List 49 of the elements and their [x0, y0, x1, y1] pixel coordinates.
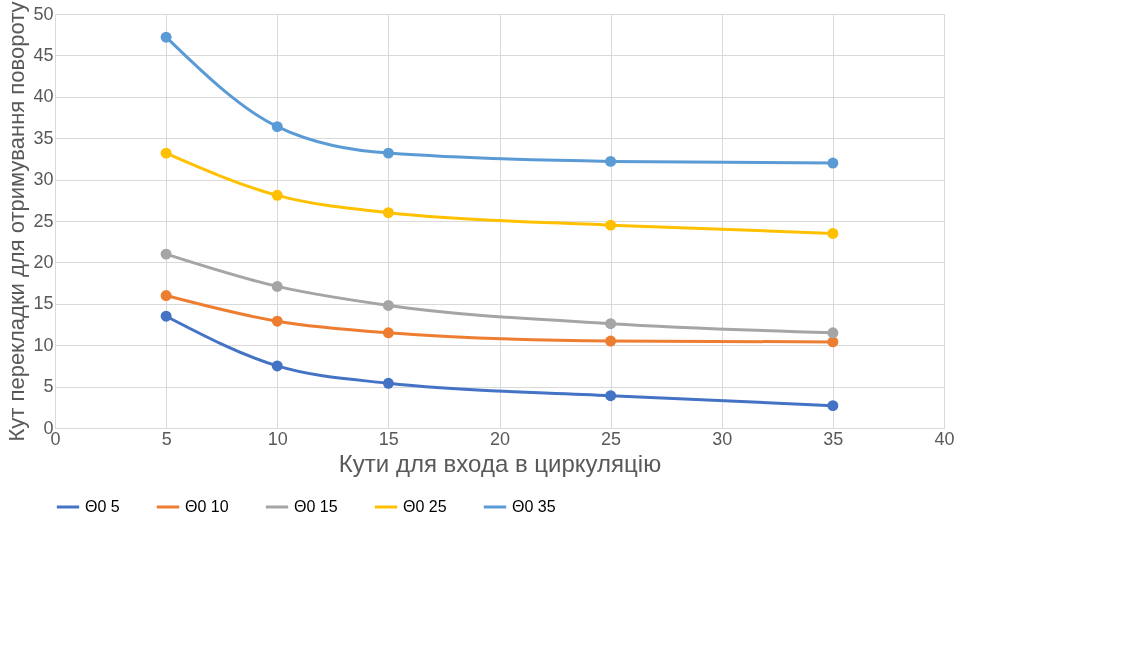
point — [382, 377, 394, 389]
y-tick-label: 15 — [33, 293, 54, 314]
x-axis-title: Кути для входа в циркуляцію — [338, 449, 662, 477]
y-tick-label: 35 — [33, 127, 54, 148]
point — [271, 360, 283, 372]
y-tick-label: 10 — [33, 334, 54, 355]
point — [271, 315, 283, 327]
x-tick-label: 5 — [161, 428, 172, 449]
point — [827, 157, 839, 169]
y-tick-label: 45 — [33, 44, 54, 65]
point — [382, 299, 394, 311]
y-tick-label: 30 — [33, 169, 54, 190]
x-tick-label: 35 — [823, 428, 844, 449]
point — [382, 147, 394, 159]
x-tick-label: 10 — [267, 428, 288, 449]
point — [605, 390, 617, 402]
point — [605, 155, 617, 167]
point — [160, 248, 172, 260]
y-tick-label: 50 — [33, 3, 54, 24]
x-tick-label: 15 — [378, 428, 399, 449]
point — [271, 189, 283, 201]
point — [160, 147, 172, 159]
x-tick-label: 25 — [601, 428, 622, 449]
legend-label: Θ0 15 — [294, 498, 338, 515]
y-tick-label: 40 — [33, 86, 54, 107]
legend-label: Θ0 10 — [185, 498, 229, 515]
y-axis-title: Кут перекладки для отримування повороту — [4, 1, 30, 442]
point — [827, 327, 839, 339]
x-tick-label: 20 — [489, 428, 511, 449]
point — [160, 31, 172, 43]
y-tick-label: 5 — [43, 376, 54, 397]
x-tick-label: 40 — [934, 428, 955, 449]
point — [827, 400, 839, 412]
point — [605, 219, 617, 231]
point — [605, 318, 617, 330]
y-tick-label: 20 — [33, 251, 54, 272]
point — [827, 227, 839, 239]
point — [271, 121, 283, 133]
point — [271, 280, 283, 292]
point — [160, 310, 172, 322]
x-tick-label: 30 — [712, 428, 733, 449]
legend-label: Θ0 25 — [403, 498, 447, 515]
legend-label: Θ0 35 — [512, 498, 556, 515]
point — [605, 335, 617, 347]
y-tick-label: 25 — [33, 210, 54, 231]
point — [382, 207, 394, 219]
legend-label: Θ0 5 — [85, 498, 120, 515]
point — [160, 290, 172, 301]
point — [382, 327, 394, 339]
